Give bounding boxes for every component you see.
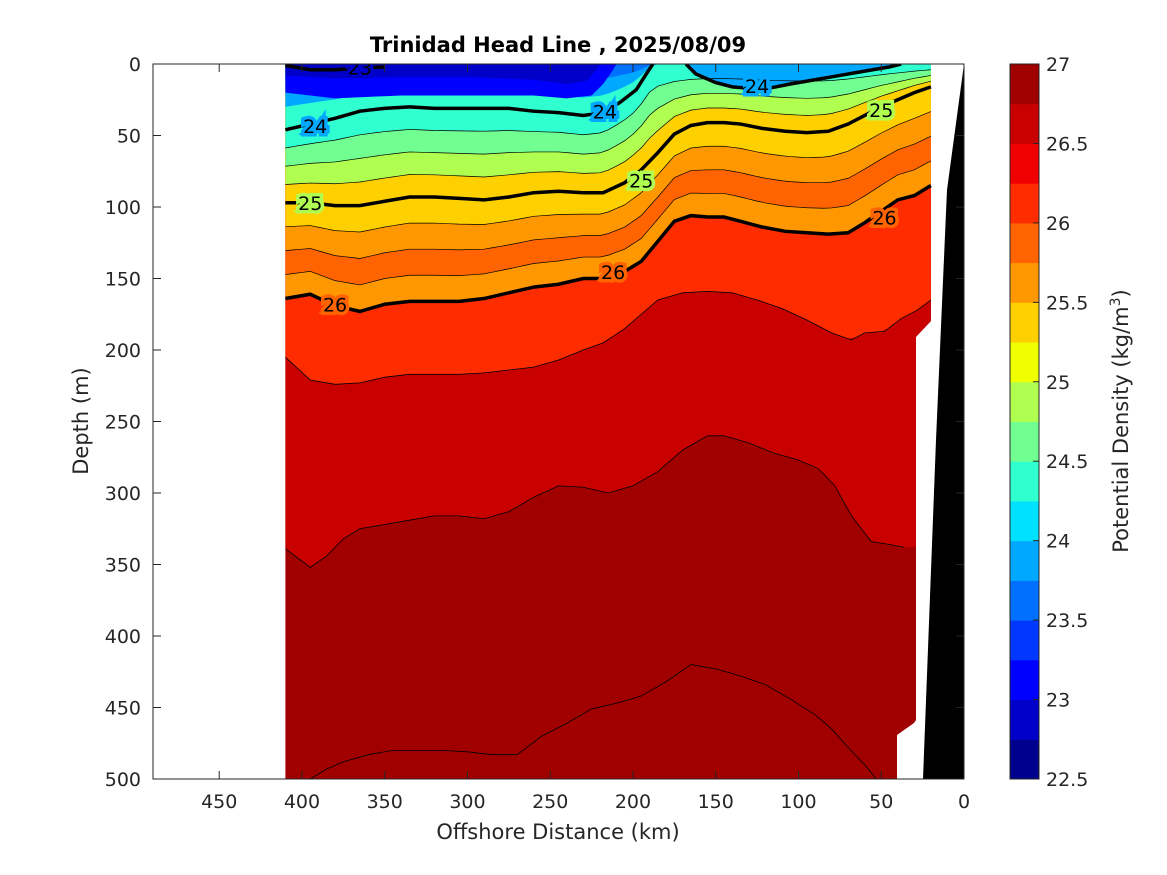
colorbar-label-main: Potential Density (kg/m <box>1109 306 1133 552</box>
y-axis-label: Depth (m) <box>69 367 93 474</box>
x-tick-label: 0 <box>958 791 970 813</box>
colorbar-label-sup: 3 <box>1108 297 1124 306</box>
y-tick-label: 50 <box>117 126 141 148</box>
colorbar-swatch <box>1010 342 1039 383</box>
y-tick-label: 350 <box>105 555 141 577</box>
colorbar-tick-label: 23 <box>1046 690 1070 712</box>
colorbar-swatch <box>1010 381 1039 422</box>
y-tick-label: 200 <box>105 340 141 362</box>
contour-line <box>285 75 931 167</box>
chart-title: Trinidad Head Line , 2025/08/09 <box>370 33 746 57</box>
x-tick-label: 400 <box>284 791 320 813</box>
colorbar-frame <box>1009 63 1040 780</box>
x-tick-label: 50 <box>869 791 893 813</box>
y-axis: 0 50 100 150 200 250 300 350 400 450 500 <box>105 54 964 791</box>
colorbar-tick-label: 25 <box>1046 372 1070 394</box>
y-tick-label: 150 <box>105 269 141 291</box>
x-tick-label: 150 <box>698 791 734 813</box>
y-tick-label: 400 <box>105 626 141 648</box>
colorbar-tick-label: 24.5 <box>1046 451 1088 473</box>
contour-line <box>285 69 931 149</box>
plot-area: 23 24 24 24 25 25 25 26 26 26 <box>153 57 964 779</box>
contour-line <box>285 290 932 385</box>
contour-line <box>285 435 905 568</box>
colorbar-swatch <box>1010 580 1039 621</box>
colorbar-swatch <box>1010 103 1039 144</box>
contour-line-layer: 23 24 24 24 25 25 25 26 26 26 <box>285 57 932 779</box>
y-tick-label: 100 <box>105 197 141 219</box>
density-band <box>310 664 877 779</box>
colorbar: 22.5 23 23.5 24 24.5 25 25.5 26 26.5 27 <box>1009 54 1088 791</box>
contour-line <box>310 664 877 779</box>
colorbar-swatch <box>1010 421 1039 462</box>
contour-label: 25 <box>869 100 893 122</box>
contour-line <box>285 111 932 233</box>
y-tick-label: 0 <box>129 54 141 76</box>
colorbar-swatch <box>1010 222 1039 264</box>
colorbar-tick-label: 22.5 <box>1046 769 1088 791</box>
colorbar-tick-label: 27 <box>1046 54 1070 76</box>
contour-line <box>285 184 932 314</box>
density-band <box>685 64 902 89</box>
x-axis-label: Offshore Distance (km) <box>436 820 679 844</box>
x-tick-label: 100 <box>780 791 816 813</box>
contour-line <box>285 160 932 286</box>
x-tick-label: 350 <box>367 791 403 813</box>
contour-line <box>684 64 902 91</box>
x-axis: 450 400 350 300 250 200 150 100 50 0 <box>201 64 970 813</box>
colorbar-swatch <box>1010 183 1039 224</box>
contour-line <box>285 85 932 208</box>
y-tick-label: 500 <box>105 769 141 791</box>
x-tick-label: 300 <box>449 791 485 813</box>
contour-label: 24 <box>745 76 769 98</box>
colorbar-tick-label: 26 <box>1046 213 1070 235</box>
colorbar-swatch <box>1010 659 1039 701</box>
contour-label: 26 <box>323 295 347 317</box>
contour-label: 26 <box>601 262 625 284</box>
colorbar-tick-label: 24 <box>1046 531 1070 553</box>
y-tick-label: 250 <box>105 412 141 434</box>
colorbar-swatch <box>1010 620 1039 661</box>
colorbar-swatch <box>1010 699 1039 740</box>
density-fill-layer <box>285 64 931 779</box>
colorbar-tick-label: 23.5 <box>1046 610 1088 632</box>
colorbar-swatch <box>1010 540 1039 581</box>
contour-line <box>285 80 931 185</box>
y-tick-label: 450 <box>105 698 141 720</box>
colorbar-label-end: ) <box>1109 289 1133 297</box>
colorbar-swatch <box>1010 500 1039 542</box>
colorbar-swatch <box>1010 739 1039 780</box>
x-tick-label: 200 <box>615 791 651 813</box>
colorbar-swatch <box>1010 302 1039 343</box>
colorbar-swatch <box>1010 64 1039 105</box>
colorbar-swatch <box>1010 262 1039 303</box>
contour-label: 25 <box>629 170 653 192</box>
colorbar-swatch <box>1010 143 1039 184</box>
contour-label: 25 <box>298 193 322 215</box>
contour-label: 26 <box>872 207 896 229</box>
contour-line <box>285 64 655 132</box>
colorbar-label: Potential Density (kg/m3) <box>1108 289 1133 553</box>
contour-label: 23 <box>348 57 372 79</box>
y-tick-label: 300 <box>105 483 141 505</box>
x-tick-label: 450 <box>201 791 237 813</box>
x-tick-label: 250 <box>532 791 568 813</box>
seafloor-land <box>923 64 964 779</box>
colorbar-tick-label: 25.5 <box>1046 292 1088 314</box>
colorbar-swatch <box>1010 461 1039 502</box>
contour-label: 24 <box>303 116 327 138</box>
contour-label: 24 <box>593 102 617 124</box>
contour-line <box>285 135 932 259</box>
colorbar-tick-label: 26.5 <box>1046 133 1088 155</box>
